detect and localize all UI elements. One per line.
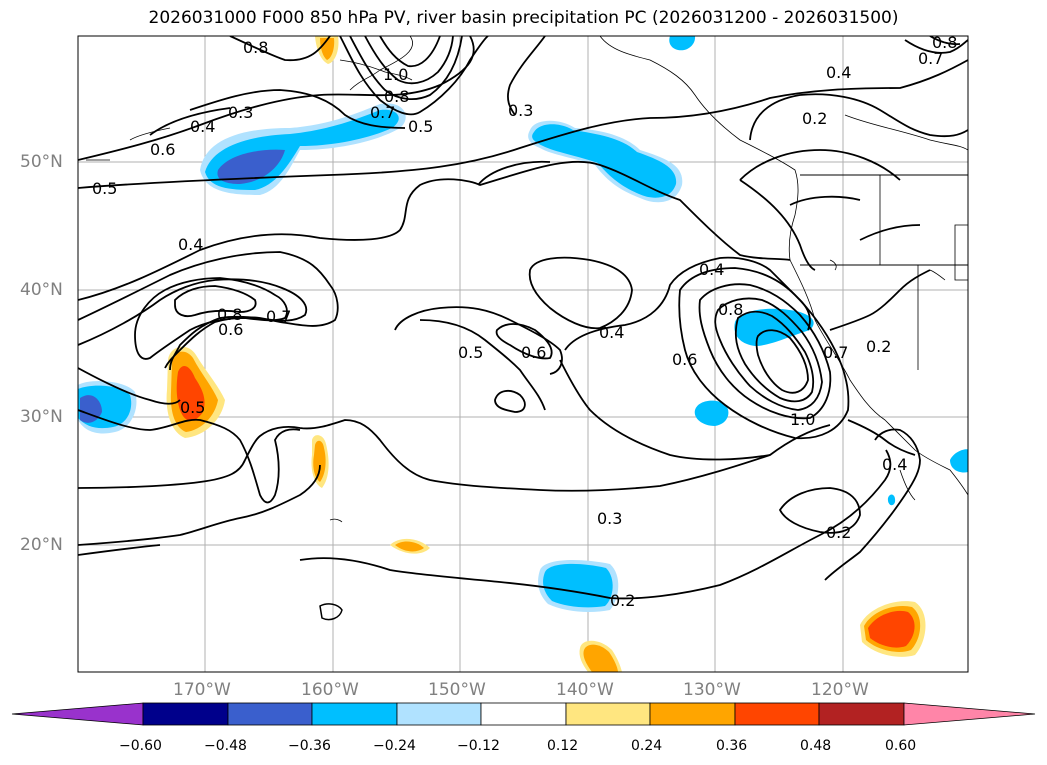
colorbar-tick: −0.12 — [457, 738, 500, 754]
colorbar-tick: 0.60 — [885, 738, 917, 754]
contour-label: 0.5 — [180, 398, 205, 417]
colorbar-tick: −0.60 — [119, 738, 162, 754]
contour-label: 0.8 — [384, 87, 409, 106]
contour-label: 0.2 — [866, 337, 891, 356]
contour-label: 1.0 — [383, 65, 408, 84]
contour-label: 0.7 — [266, 307, 291, 326]
colorbar-tick: 0.48 — [800, 738, 832, 754]
lat-label: 50°N — [20, 152, 63, 172]
contour-label: 0.6 — [150, 140, 175, 159]
colorbar-tick: 0.12 — [547, 738, 579, 754]
coastlines — [86, 36, 968, 621]
lon-label: 150°W — [428, 680, 486, 700]
contour-label: 0.4 — [178, 235, 203, 254]
contour-label: 0.2 — [610, 591, 635, 610]
lat-label: 40°N — [20, 280, 63, 300]
contour-label: 0.3 — [508, 101, 533, 120]
contour-label: 0.5 — [92, 179, 117, 198]
colorbar — [11, 702, 1036, 726]
contour-label: 0.7 — [918, 49, 943, 68]
contour-label: 0.2 — [802, 109, 827, 128]
lon-label: 130°W — [683, 680, 741, 700]
contour-label: 0.4 — [699, 260, 724, 279]
contour-label: 0.5 — [458, 343, 483, 362]
colorbar-tick: −0.48 — [204, 738, 247, 754]
pv-contours — [78, 36, 968, 600]
contour-label: 0.3 — [228, 103, 253, 122]
colorbar-extend-high — [903, 702, 1036, 726]
lat-label: 20°N — [20, 535, 63, 555]
contour-label: 0.8 — [217, 305, 242, 324]
contour-label: 0.3 — [597, 509, 622, 528]
contour-label: 0.8 — [243, 38, 268, 57]
lat-label: 30°N — [20, 407, 63, 427]
grid-lines — [78, 36, 968, 672]
contour-label: 0.4 — [882, 455, 907, 474]
colorbar-tick: −0.36 — [288, 738, 331, 754]
contour-label: 0.5 — [408, 117, 433, 136]
contour-label: 0.4 — [599, 323, 624, 342]
map-frame — [77, 35, 969, 673]
colorbar-tick: −0.24 — [373, 738, 416, 754]
contour-labels: 0.8 1.0 0.8 0.7 0.5 0.3 0.4 0.6 0.5 0.4 … — [92, 33, 957, 610]
contour-label: 0.6 — [521, 343, 546, 362]
contour-label: 0.2 — [826, 523, 851, 542]
lon-label: 160°W — [301, 680, 359, 700]
contour-label: 0.7 — [823, 343, 848, 362]
contour-label: 0.8 — [718, 300, 743, 319]
map-title: 2026031000 F000 850 hPa PV, river basin … — [148, 8, 899, 28]
lon-label: 120°W — [811, 680, 869, 700]
contour-label: 0.8 — [932, 33, 957, 52]
lon-label: 140°W — [556, 680, 614, 700]
colorbar-extend-low — [11, 702, 144, 726]
contour-label: 0.6 — [218, 320, 243, 339]
colorbar-tick: 0.36 — [716, 738, 748, 754]
contour-label: 0.4 — [826, 63, 851, 82]
contour-label: 0.6 — [672, 350, 697, 369]
negative-precip-regions — [78, 36, 968, 612]
positive-precip-regions — [166, 36, 926, 672]
colorbar-tick: 0.24 — [631, 738, 663, 754]
contour-label: 1.0 — [790, 410, 815, 429]
lon-label: 170°W — [173, 680, 231, 700]
contour-label: 0.7 — [370, 103, 395, 122]
contour-label: 0.4 — [190, 117, 215, 136]
